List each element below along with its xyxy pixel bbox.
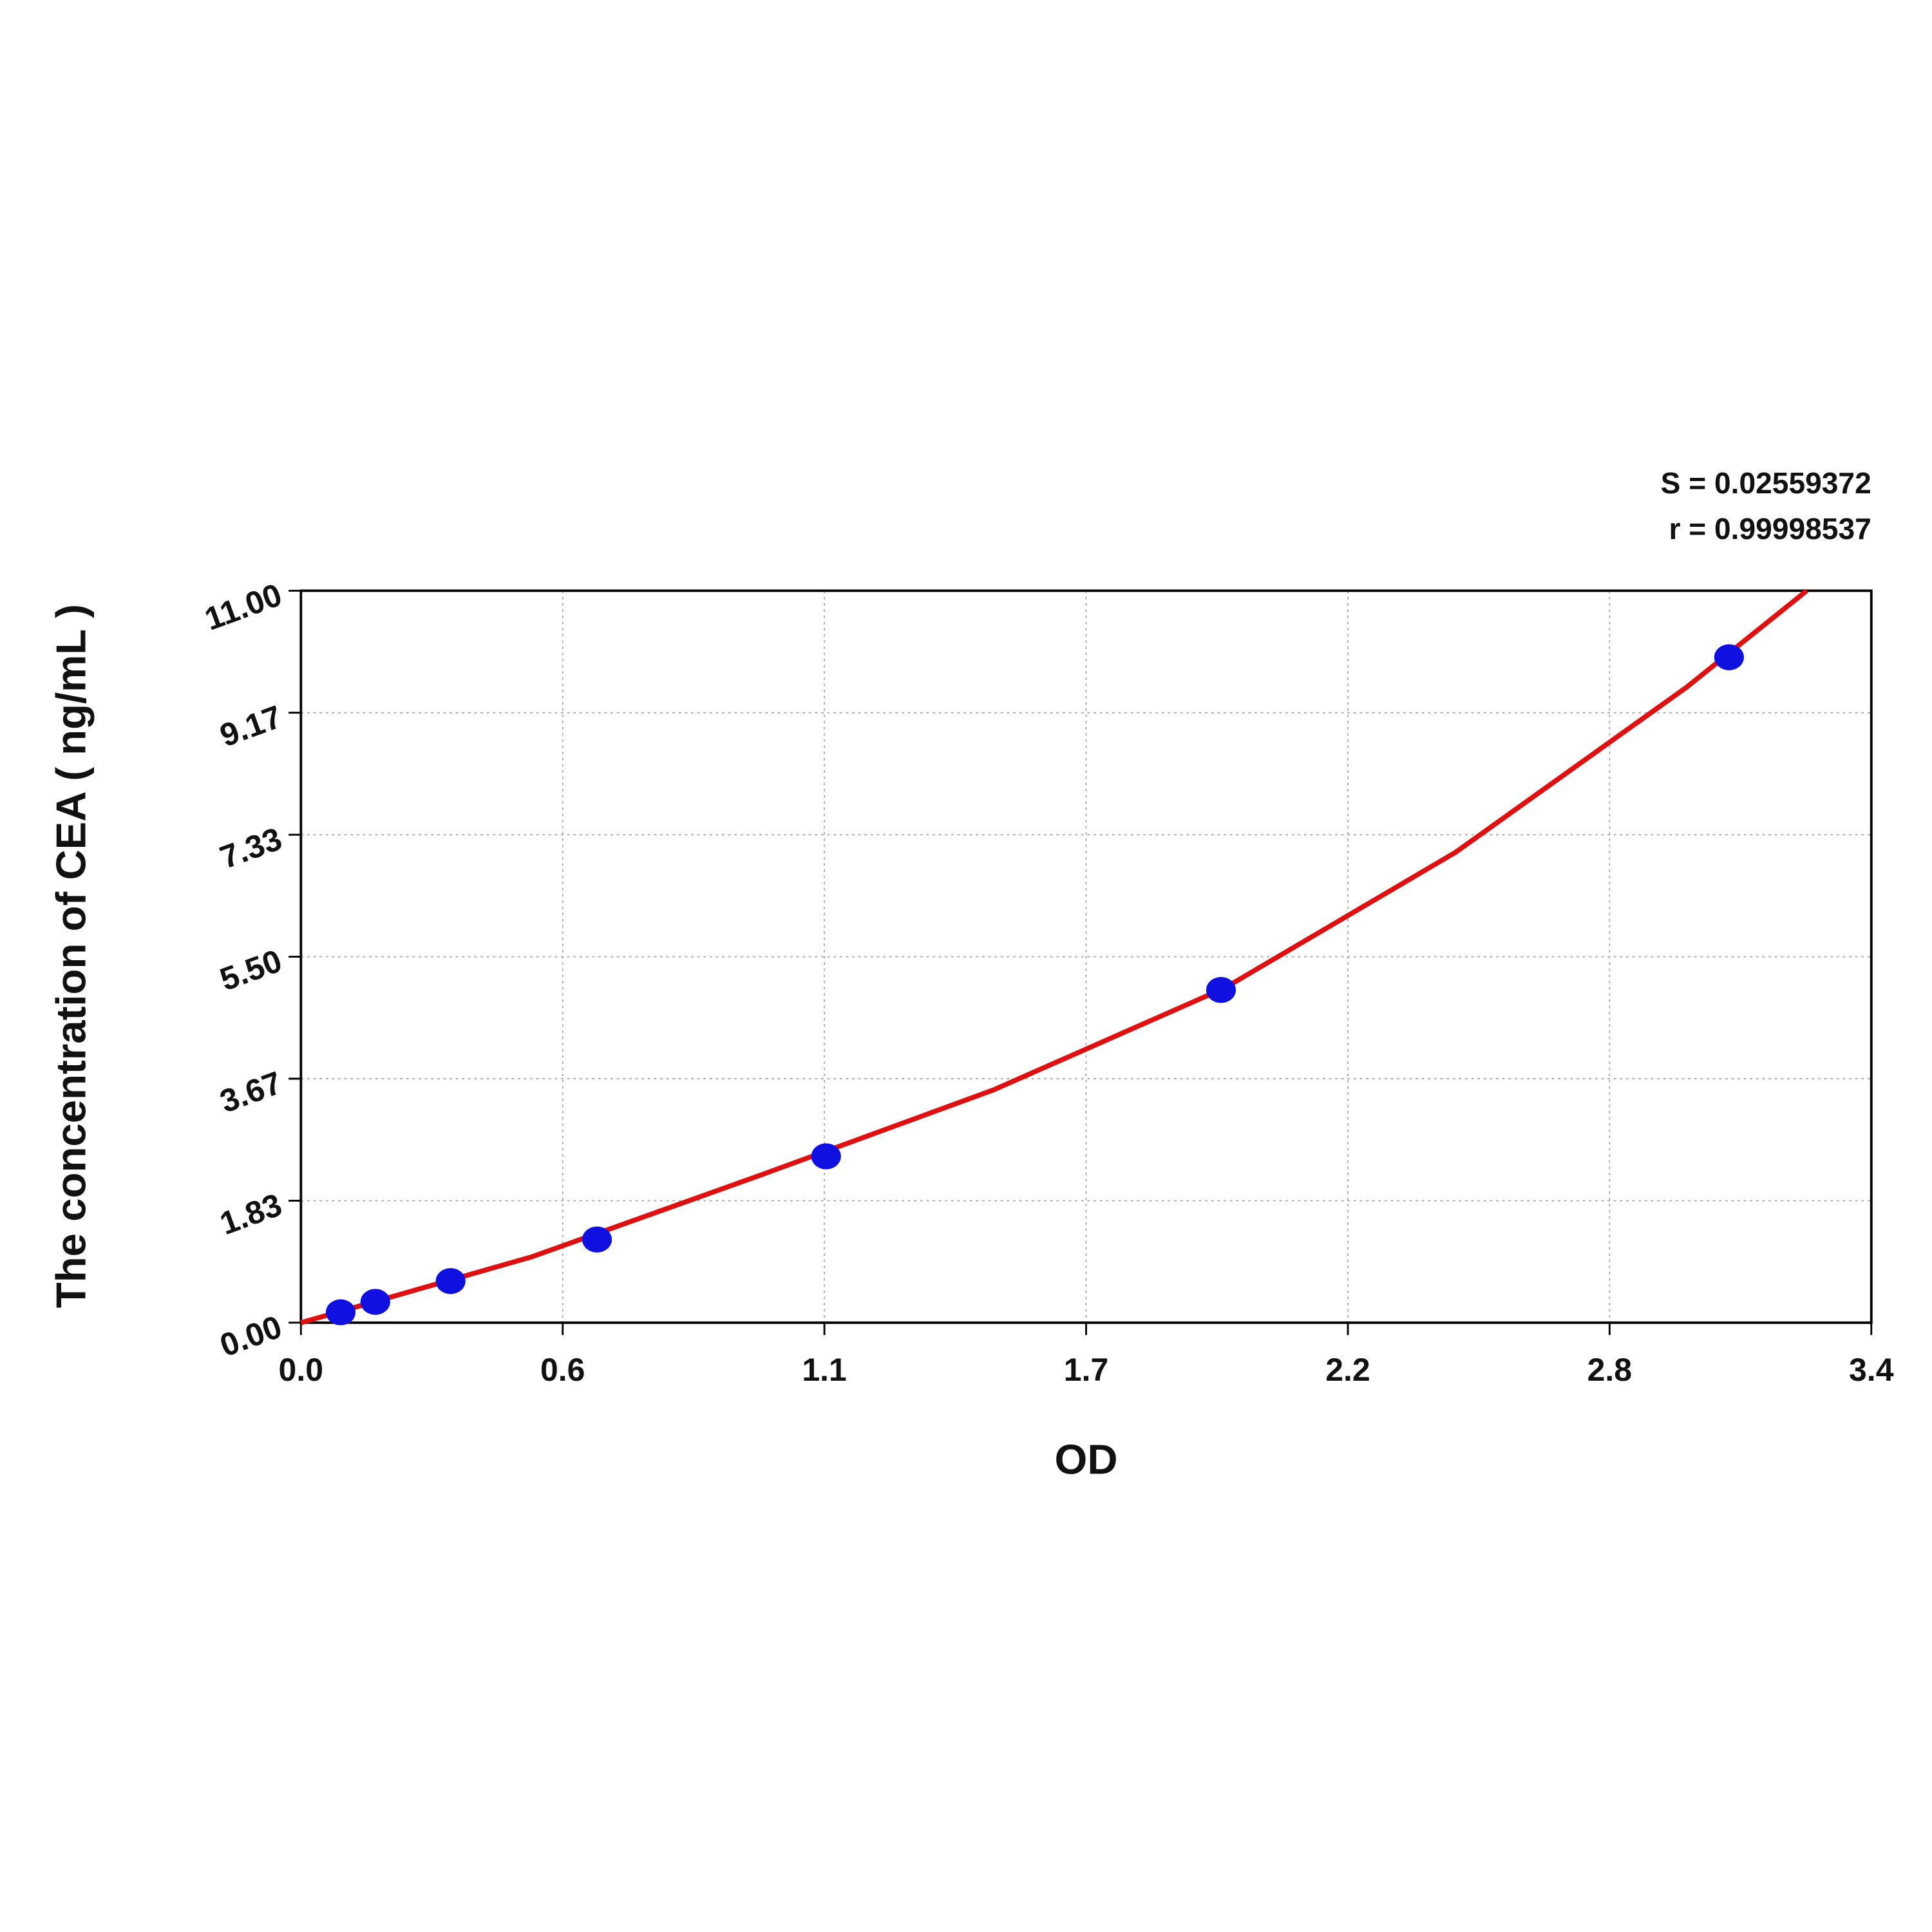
x-tick-label: 3.4 bbox=[1849, 1352, 1894, 1388]
data-point bbox=[325, 1299, 356, 1325]
y-tick-label: 3.67 bbox=[215, 1065, 287, 1120]
x-tick-label: 0.0 bbox=[279, 1352, 324, 1388]
data-point bbox=[1714, 644, 1744, 670]
x-tick-label: 2.8 bbox=[1587, 1352, 1633, 1388]
y-tick-label: 1.83 bbox=[215, 1186, 287, 1242]
data-point bbox=[1206, 977, 1236, 1003]
y-tick-label: 9.17 bbox=[215, 699, 287, 754]
data-point bbox=[360, 1289, 390, 1315]
fit-line bbox=[300, 589, 1808, 1325]
annotation: S = 0.02559372 bbox=[1661, 466, 1871, 500]
y-tick-label: 5.50 bbox=[215, 942, 287, 998]
x-axis-label: OD bbox=[1055, 1435, 1118, 1482]
x-tick-label: 2.2 bbox=[1325, 1352, 1370, 1388]
annotation: r = 0.99998537 bbox=[1669, 512, 1871, 545]
data-point bbox=[811, 1143, 841, 1170]
y-tick-label: 0.00 bbox=[215, 1309, 287, 1364]
y-tick-label: 11.00 bbox=[200, 576, 287, 637]
data-point bbox=[582, 1226, 612, 1253]
x-tick-label: 1.7 bbox=[1064, 1352, 1109, 1388]
y-axis-label: The concentration of CEA ( ng/mL ) bbox=[48, 604, 95, 1308]
plot-frame bbox=[299, 589, 1873, 1324]
data-point bbox=[435, 1268, 466, 1294]
x-tick-label: 1.1 bbox=[802, 1352, 847, 1388]
y-tick-label: 7.33 bbox=[215, 820, 287, 876]
x-tick-label: 0.6 bbox=[540, 1352, 585, 1388]
